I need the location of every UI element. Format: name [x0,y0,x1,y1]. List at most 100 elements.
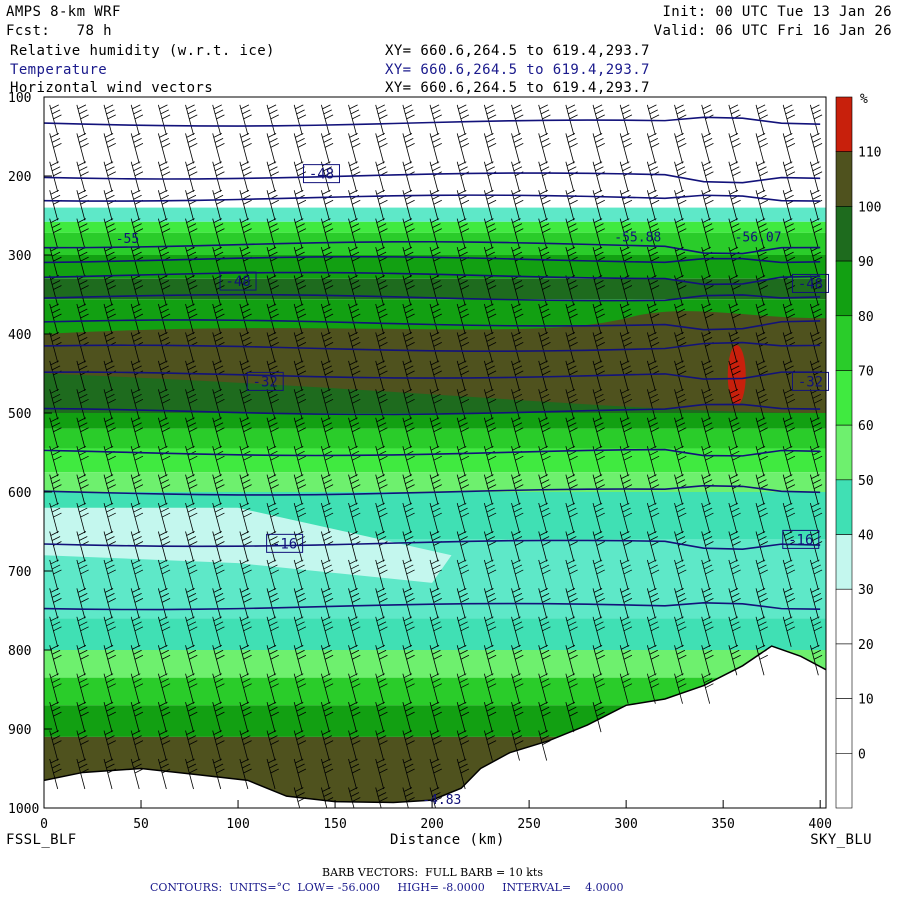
rh-band [44,207,826,222]
wind-barb [266,474,279,505]
y-tick-label: 700 [8,565,31,580]
wind-barb [456,360,470,391]
wind-barb [511,673,524,704]
wind-barb [402,417,415,448]
isotherm-line [44,319,821,331]
wind-barb [782,104,796,136]
wind-barb [375,360,388,391]
x-tick-label: 250 [517,817,540,832]
wind-barb [157,730,171,761]
wind-barb [212,218,225,249]
wind-barb [76,644,89,676]
wind-barb [212,474,225,505]
wind-barb [157,417,171,448]
wind-barb [429,559,442,591]
wind-barb [320,644,334,676]
wind-barb [565,388,578,420]
colorbar-swatch [835,534,853,590]
colorbar-swatch [835,698,853,754]
rh-band [44,221,826,233]
wind-barb [728,275,741,306]
wind-barb [185,218,198,249]
wind-barb [293,730,307,761]
wind-barb [483,673,497,704]
wind-barb [456,332,470,363]
wind-barb [103,644,116,676]
wind-barb [375,502,388,534]
wind-barb [239,673,252,704]
isotherm-line [44,602,821,611]
wind-barb [76,218,89,249]
wind-barb [565,644,578,676]
wind-barb [293,104,307,136]
wind-barb [565,132,578,164]
wind-barb [185,303,198,335]
wind-barb [592,616,605,647]
wind-barb [103,161,116,192]
wind-barb [375,218,388,249]
wind-barb [103,303,116,335]
wind-barb [266,303,279,335]
wind-barb [809,644,823,676]
wind-barb [429,701,442,733]
wind-barb [592,332,605,363]
wind-barb [375,588,388,619]
wind-barb [130,303,144,335]
wind-barb [130,758,144,790]
wind-barb [538,730,551,761]
colorbar-label: 50 [858,474,874,489]
wind-barb [320,616,334,647]
min-label: -55.88 [614,231,661,246]
wind-barb [348,275,361,306]
wind-barb [130,161,144,192]
wind-barb [701,417,714,448]
svg-text:-32: -32 [798,374,823,390]
wind-barb [592,588,605,619]
wind-barb [456,502,470,534]
wind-barb [429,303,442,335]
wind-barb [674,502,687,534]
wind-barb [429,730,442,761]
wind-barb [239,701,252,733]
wind-barb [293,474,307,505]
wind-barb [619,559,633,591]
wind-barb [646,502,660,534]
x-tick-label: 350 [711,817,734,832]
wind-barb [429,360,442,391]
wind-barb [483,360,497,391]
wind-barb [483,474,497,505]
wind-barb [293,616,307,647]
wind-barb [212,559,225,591]
wind-barb [375,246,388,278]
wind-barb [809,502,823,534]
wind-barb [320,758,334,790]
wind-barb [49,616,62,647]
wind-barb [103,388,116,420]
wind-barb [320,332,334,363]
wind-barb [511,730,524,761]
wind-barb [538,417,551,448]
y-tick-label: 200 [8,170,31,185]
wind-barb [511,132,524,164]
wind-barb [429,474,442,505]
isotherm-line [44,448,821,457]
wind-barb [809,189,823,221]
wind-barb [429,161,442,192]
colorbar-swatch [835,315,853,371]
wind-barb [592,701,605,733]
colorbar-swatch [835,643,853,699]
wind-barb [320,559,334,591]
wind-barb [76,388,89,420]
wind-barb [646,644,660,676]
wind-barb [348,588,361,619]
wind-barb [674,616,687,647]
wind-barb [755,502,768,534]
wind-barb [375,644,388,676]
wind-barb [402,218,415,249]
wind-barb [809,360,823,391]
wind-barb [701,616,714,647]
wind-barb [293,588,307,619]
colorbar-label: 80 [858,310,874,325]
rh-max-spot [727,345,746,406]
wind-barb [239,588,252,619]
